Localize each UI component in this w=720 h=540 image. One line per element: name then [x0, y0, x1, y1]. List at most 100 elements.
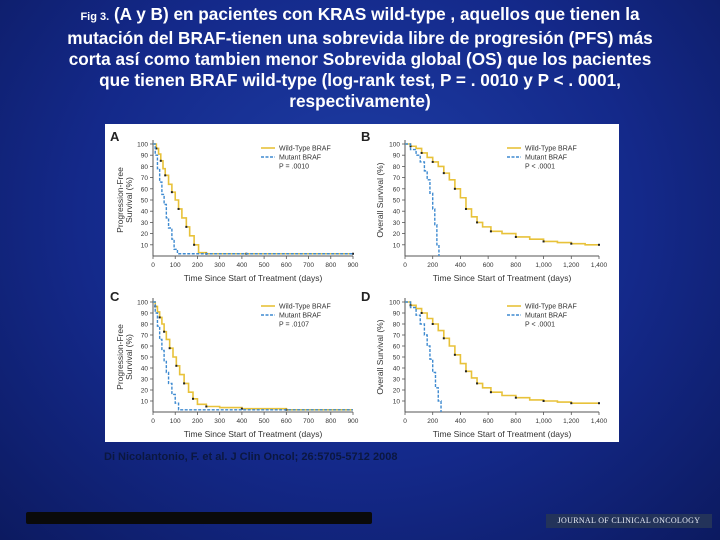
x-tick-label: 1,400 [591, 418, 608, 425]
p-value-label: P = .0010 [279, 164, 309, 171]
censor-mark [542, 400, 545, 402]
y-tick-label: 20 [393, 388, 401, 395]
y-tick-label: 30 [141, 377, 149, 384]
y-tick-label: 20 [393, 231, 401, 238]
figure-caption: Fig 3. (A y B) en pacientes con KRAS wil… [8, 4, 712, 112]
y-tick-label: 50 [393, 355, 401, 362]
y-axis-label-line: Progression-Free [115, 324, 125, 390]
x-tick-label: 200 [192, 262, 203, 269]
y-tick-label: 70 [141, 175, 149, 182]
y-tick-label: 50 [393, 198, 401, 205]
x-tick-label: 400 [455, 262, 466, 269]
x-tick-label: 1,000 [535, 262, 552, 269]
legend-wild-type-label: Wild-Type BRAF [525, 146, 577, 153]
censor-mark [598, 402, 600, 405]
x-tick-label: 200 [427, 418, 438, 425]
y-tick-label: 100 [389, 300, 400, 307]
y-tick-label: 50 [141, 198, 149, 205]
y-tick-label: 40 [141, 209, 149, 216]
panel-c: C 10 20 30 40 50 60 70 80 90 100 0 100 200 300 400 500 60… [110, 289, 359, 439]
x-tick-label: 500 [259, 418, 270, 425]
y-tick-label: 70 [393, 175, 401, 182]
legend-mutant-label: Mutant BRAF [279, 155, 321, 162]
y-tick-label: 90 [141, 311, 149, 318]
wild-type-curve [405, 301, 599, 404]
x-tick-label: 1,200 [563, 418, 580, 425]
censor-mark [431, 160, 434, 163]
wild-type-curve [153, 143, 353, 255]
mutant-curve [153, 143, 353, 255]
x-tick-label: 600 [483, 262, 494, 269]
censor-mark [442, 337, 445, 340]
citation: Di Nicolantonio, F. et al. J Clin Oncol;… [104, 451, 398, 463]
mutant-curve [405, 301, 442, 412]
journal-logo: JOURNAL OF CLINICAL ONCOLOGY [546, 514, 712, 528]
wild-type-curve [405, 143, 599, 246]
censor-mark [163, 330, 166, 333]
censor-mark [192, 397, 194, 400]
censor-mark [598, 243, 600, 246]
panel-b: B 10 20 30 40 50 60 70 80 90 100 0 200 400 600 800 1,000… [361, 129, 608, 283]
x-axis-label: Time Since Start of Treatment (days) [433, 273, 572, 283]
censor-mark [431, 323, 434, 325]
y-tick-label: 80 [393, 322, 401, 329]
p-value-label: P < .0001 [525, 322, 555, 329]
caption-line-2: mutación del BRAF-tienen una sobrevida l… [67, 28, 653, 48]
censor-mark [489, 391, 492, 394]
panel-letter: B [361, 129, 370, 144]
caption-line-5: respectivamente) [289, 91, 431, 111]
y-tick-label: 80 [141, 322, 149, 329]
panel-letter: C [110, 289, 120, 304]
censor-mark [183, 382, 186, 385]
y-tick-label: 30 [393, 220, 401, 227]
panel-letter: D [361, 289, 370, 304]
p-value-label: P < .0001 [525, 164, 555, 171]
censor-mark [185, 225, 188, 228]
y-tick-label: 10 [393, 399, 401, 406]
censor-mark [453, 353, 456, 356]
x-tick-label: 100 [170, 262, 181, 269]
y-tick-label: 90 [393, 311, 401, 318]
censor-mark [420, 151, 423, 154]
y-tick-label: 80 [141, 164, 149, 171]
x-tick-label: 900 [348, 262, 359, 269]
y-tick-label: 30 [141, 220, 149, 227]
y-tick-label: 10 [141, 242, 149, 249]
censor-mark [514, 396, 517, 399]
x-tick-label: 1,200 [563, 262, 580, 269]
censor-mark [175, 364, 178, 367]
y-tick-label: 80 [393, 164, 401, 171]
y-tick-label: 70 [141, 333, 149, 340]
censor-mark [442, 172, 445, 175]
legend-wild-type-label: Wild-Type BRAF [279, 304, 331, 311]
x-tick-label: 0 [151, 262, 155, 269]
x-tick-label: 300 [214, 418, 225, 425]
y-tick-label: 30 [393, 377, 401, 384]
x-tick-label: 800 [510, 418, 521, 425]
y-axis-label: Overall Survival (%) [375, 319, 385, 394]
mutant-curve [405, 143, 440, 256]
x-tick-label: 500 [259, 262, 270, 269]
legend-mutant-label: Mutant BRAF [525, 155, 567, 162]
panel-d: D 10 20 30 40 50 60 70 80 90 100 0 200 400 600 800 1,000… [361, 289, 608, 439]
x-tick-label: 600 [483, 418, 494, 425]
x-axis-label: Time Since Start of Treatment (days) [184, 273, 323, 283]
x-tick-label: 800 [325, 418, 336, 425]
censor-mark [158, 316, 161, 319]
censor-mark [476, 382, 479, 385]
caption-line-3: corta así como tambien menor Sobrevida g… [68, 49, 652, 69]
x-tick-label: 700 [303, 418, 314, 425]
y-tick-label: 20 [141, 388, 149, 395]
censor-mark [193, 243, 196, 246]
x-tick-label: 1,400 [591, 262, 608, 269]
x-axis-label: Time Since Start of Treatment (days) [433, 429, 572, 439]
censor-mark [420, 312, 423, 314]
legend-mutant-label: Mutant BRAF [525, 313, 567, 320]
x-tick-label: 800 [510, 262, 521, 269]
censor-mark [155, 147, 158, 150]
y-tick-label: 40 [393, 366, 401, 373]
y-tick-label: 100 [137, 300, 148, 307]
footer-bar [26, 512, 372, 524]
fig-label: Fig 3. [80, 11, 110, 23]
figure-panels: A 10 20 30 40 50 60 70 80 90 100 0 100 200 300 400 500 60… [105, 124, 619, 442]
